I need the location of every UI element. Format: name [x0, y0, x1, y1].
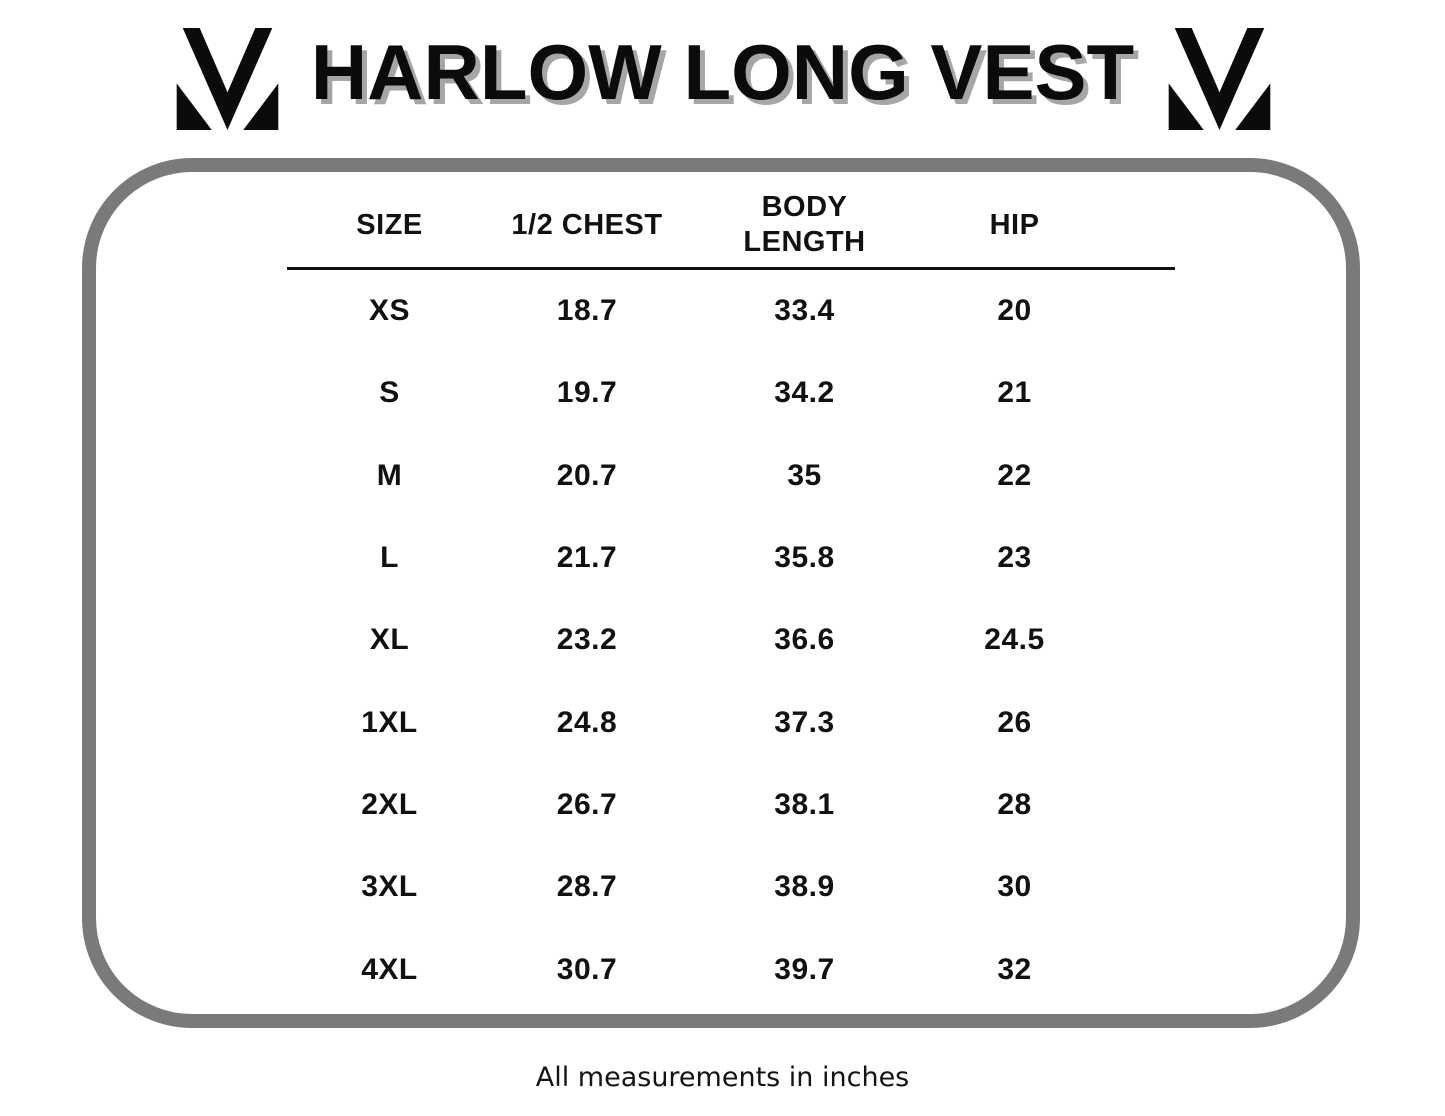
page-header: HARLOW LONG VEST [0, 0, 1445, 150]
table-row: M 20.7 35 22 [287, 435, 1175, 517]
size-cell: XL [369, 623, 410, 657]
measurement-cell: 26.7 [556, 787, 618, 821]
measurement-cell: 35.8 [774, 541, 835, 575]
measurement-cell: 30.7 [556, 952, 618, 986]
column-header-size: SIZE [287, 208, 492, 243]
measurement-cell: 20 [997, 294, 1032, 328]
page-title: HARLOW LONG VEST [310, 28, 1135, 116]
size-cell: L [380, 541, 399, 575]
size-cell: M [376, 458, 403, 492]
measurement-cell: 32 [997, 952, 1032, 986]
table-header-divider [287, 267, 1175, 270]
size-table: SIZE 1/2 CHEST BODY LENGTH HIP XS 18.7 33.4 20… [287, 183, 1175, 986]
measurement-cell: 28 [997, 787, 1032, 821]
column-header-label: 1/2 CHEST [511, 208, 663, 241]
measurement-cell: 21 [997, 376, 1032, 410]
table-row: L 21.7 35.8 23 [287, 517, 1175, 599]
m-monogram-icon [1168, 28, 1271, 130]
measurement-units-note: All measurements in inches [535, 1062, 910, 1093]
table-row: 1XL 24.8 37.3 26 [287, 681, 1175, 763]
measurement-cell: 33.4 [774, 294, 835, 328]
column-header-label: HIP [989, 208, 1040, 241]
measurement-cell: 30 [997, 870, 1032, 904]
table-rows: XS 18.7 33.4 20 S 19.7 34.2 21 M 20.7 35 22 L 21.7 35.… [287, 270, 1175, 1011]
measurement-cell: 20.7 [556, 458, 618, 492]
measurement-cell: 19.7 [556, 376, 618, 410]
measurement-cell: 21.7 [556, 541, 618, 575]
measurement-cell: 34.2 [774, 376, 835, 410]
measurement-cell: 26 [997, 705, 1032, 739]
size-cell: 3XL [361, 870, 418, 904]
measurement-cell: 22 [997, 458, 1032, 492]
measurement-cell: 28.7 [556, 870, 618, 904]
size-chart-card [82, 158, 1360, 1028]
column-header-1-2-chest: 1/2 CHEST [492, 208, 682, 243]
size-cell: 2XL [361, 787, 418, 821]
column-header-label: SIZE [356, 208, 423, 241]
measurement-cell: 23 [997, 541, 1032, 575]
size-cell: 4XL [361, 952, 418, 986]
brand-logo-right [1159, 28, 1280, 130]
brand-logo-left [167, 28, 288, 130]
measurement-cell: 37.3 [774, 705, 835, 739]
table-row: 4XL 30.7 39.7 32 [287, 928, 1175, 1010]
table-row: 3XL 28.7 38.9 30 [287, 846, 1175, 928]
size-cell: 1XL [361, 705, 418, 739]
column-header-label: BODY LENGTH [743, 191, 866, 258]
size-cell: S [379, 376, 400, 410]
table-row: 2XL 26.7 38.1 28 [287, 764, 1175, 846]
measurement-cell: 24.8 [556, 705, 618, 739]
column-header-hip: HIP [927, 208, 1102, 243]
size-cell: XS [368, 294, 411, 328]
measurement-cell: 18.7 [556, 294, 618, 328]
measurement-cell: 38.9 [774, 870, 835, 904]
measurement-cell: 23.2 [556, 623, 618, 657]
m-monogram-icon [176, 28, 279, 130]
measurement-cell: 38.1 [774, 787, 835, 821]
table-row: S 19.7 34.2 21 [287, 352, 1175, 434]
table-row: XS 18.7 33.4 20 [287, 270, 1175, 352]
table-header-row: SIZE 1/2 CHEST BODY LENGTH HIP [287, 183, 1175, 267]
measurement-cell: 36.6 [774, 623, 835, 657]
measurement-cell: 39.7 [774, 952, 835, 986]
column-header-body-length: BODY LENGTH [682, 190, 927, 260]
measurement-cell: 24.5 [984, 623, 1045, 657]
table-row: XL 23.2 36.6 24.5 [287, 599, 1175, 681]
measurement-cell: 35 [787, 458, 822, 492]
